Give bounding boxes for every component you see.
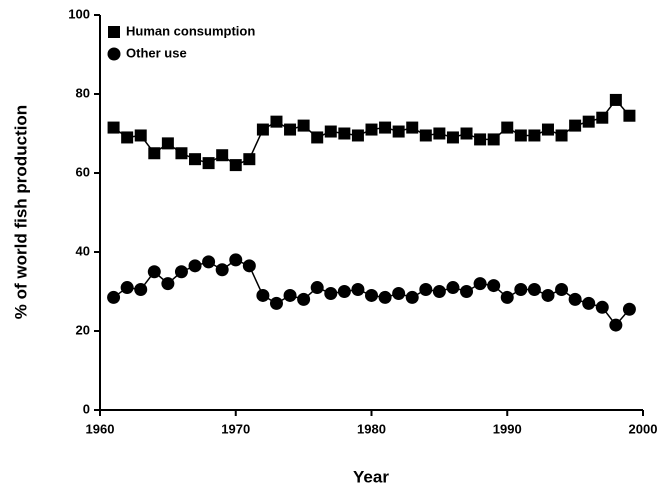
y-axis-title: % of world fish production [11, 105, 30, 319]
point [568, 292, 582, 306]
point [338, 127, 351, 140]
x-tick-label: 1970 [221, 421, 250, 436]
point [148, 147, 161, 160]
point [311, 131, 324, 144]
point [623, 109, 636, 122]
point [216, 149, 229, 162]
point [269, 296, 283, 310]
point [541, 123, 554, 136]
point [215, 263, 229, 277]
point [527, 283, 541, 297]
point [419, 283, 433, 297]
point [487, 133, 500, 146]
y-tick-label: 20 [76, 322, 90, 337]
point [188, 259, 202, 273]
point [310, 281, 324, 295]
point [174, 265, 188, 279]
point [406, 121, 419, 134]
legend-label: Human consumption [126, 23, 255, 38]
point [297, 119, 310, 132]
point [107, 121, 120, 134]
point [446, 281, 460, 295]
point [596, 111, 609, 124]
point [107, 290, 121, 304]
point [514, 283, 528, 297]
point [419, 129, 432, 142]
point [582, 296, 596, 310]
legend-label: Other use [126, 45, 187, 60]
point [283, 288, 297, 302]
point [351, 129, 364, 142]
point [473, 277, 487, 291]
point [432, 285, 446, 298]
point [175, 147, 188, 160]
point [378, 290, 392, 304]
point [460, 285, 474, 298]
point [324, 125, 337, 138]
point [229, 159, 242, 172]
legend-marker [107, 47, 121, 61]
x-tick-label: 1980 [357, 421, 386, 436]
point [392, 125, 405, 138]
point [120, 281, 134, 295]
point [555, 129, 568, 142]
point [256, 288, 270, 302]
point [622, 302, 636, 316]
point [474, 133, 487, 146]
point [365, 123, 378, 136]
x-axis-title: Year [353, 467, 389, 486]
point [595, 300, 609, 314]
point [242, 259, 256, 273]
point [147, 265, 161, 279]
point [161, 277, 175, 291]
point [501, 121, 514, 134]
x-tick-label: 2000 [629, 421, 658, 436]
point [555, 283, 569, 297]
y-tick-label: 60 [76, 164, 90, 179]
point [487, 279, 501, 293]
point [324, 286, 338, 300]
point [514, 129, 527, 142]
point [229, 253, 243, 267]
point [243, 153, 256, 166]
point [134, 283, 148, 297]
point [134, 129, 147, 142]
point [121, 131, 134, 144]
point [609, 93, 622, 106]
point [569, 119, 582, 132]
point [202, 255, 216, 269]
point [405, 290, 419, 304]
legend-marker [108, 26, 120, 38]
point [446, 131, 459, 144]
point [256, 123, 269, 136]
point [284, 123, 297, 136]
point [365, 288, 378, 302]
point [500, 290, 514, 304]
point [297, 292, 311, 306]
y-tick-label: 80 [76, 85, 90, 100]
point [337, 285, 351, 298]
point [528, 129, 541, 142]
point [270, 115, 283, 128]
point [379, 121, 392, 134]
point [351, 283, 365, 297]
y-tick-label: 40 [76, 243, 90, 258]
point [433, 127, 446, 140]
point [189, 153, 202, 166]
point [161, 137, 174, 150]
y-tick-label: 0 [83, 401, 90, 416]
point [609, 318, 623, 332]
x-tick-label: 1960 [86, 421, 115, 436]
y-tick-label: 100 [68, 6, 90, 21]
point [460, 127, 473, 140]
point [582, 115, 595, 128]
point [541, 288, 555, 302]
point [202, 157, 215, 170]
x-tick-label: 1990 [493, 421, 522, 436]
point [392, 286, 406, 300]
